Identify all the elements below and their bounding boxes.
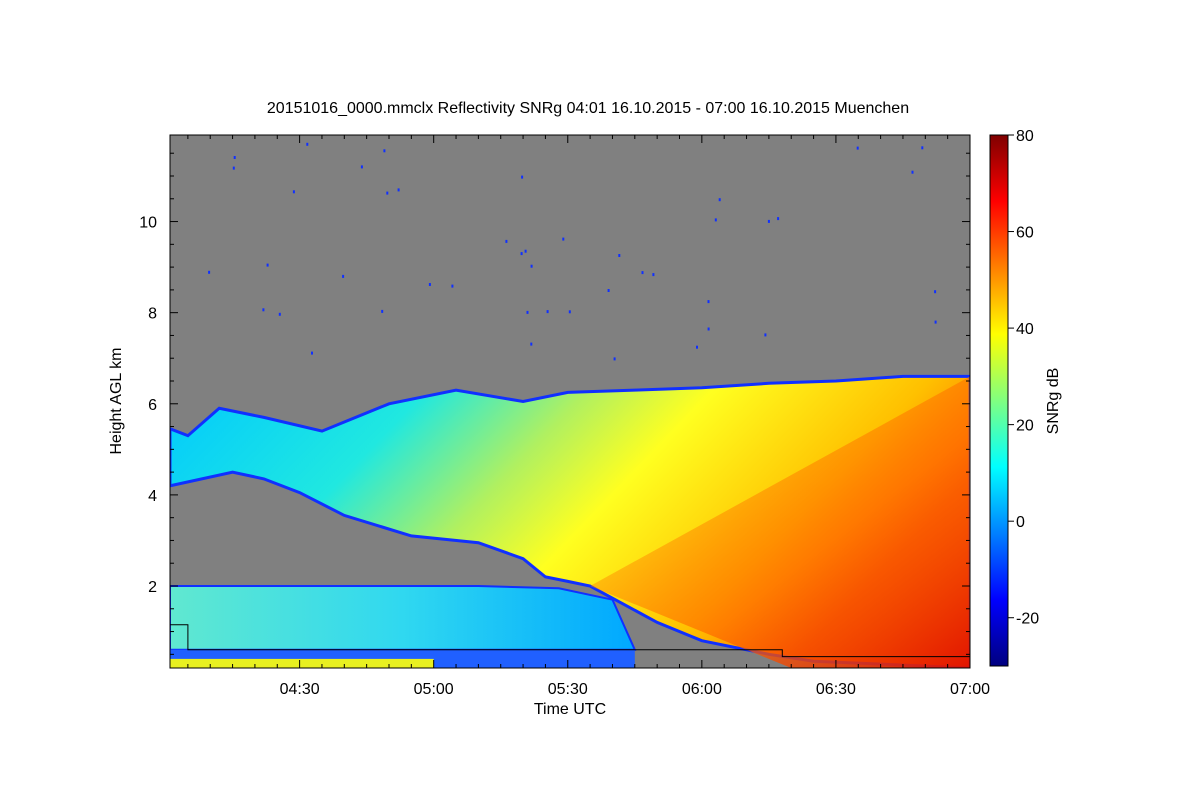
noise-speckle	[381, 309, 384, 313]
noise-speckle	[714, 218, 717, 222]
x-tick-label: 06:30	[816, 681, 856, 698]
colorbar-ticks: -20 0 20 40 60 80	[1008, 128, 1039, 628]
noise-speckle	[696, 345, 698, 349]
noise-speckle	[530, 264, 533, 268]
noise-speckle	[278, 312, 281, 316]
near-ground-echo-strong	[170, 658, 434, 668]
x-tick-label: 05:00	[414, 681, 454, 698]
y-tick-label: 6	[148, 397, 157, 414]
noise-speckle	[383, 149, 386, 153]
y-tick-label: 10	[139, 215, 157, 232]
noise-speckle	[505, 239, 508, 243]
noise-speckle	[262, 308, 265, 312]
noise-speckle	[767, 219, 770, 223]
noise-speckle	[526, 310, 529, 314]
colorbar-tick-label: 0	[1016, 514, 1025, 531]
colorbar-gradient	[989, 134, 1009, 667]
noise-speckle	[764, 333, 767, 337]
noise-speckle	[530, 342, 533, 346]
noise-speckle	[562, 237, 565, 241]
noise-speckle	[641, 271, 644, 275]
noise-speckle	[397, 188, 400, 192]
noise-speckle	[707, 327, 710, 331]
noise-speckle	[652, 273, 655, 277]
y-tick-label: 8	[148, 306, 157, 323]
noise-speckle	[911, 170, 914, 174]
y-tick-label: 4	[148, 488, 157, 505]
mode-boundary-line	[170, 624, 970, 658]
noise-speckle	[208, 270, 211, 274]
colorbar-tick-label: 20	[1016, 418, 1034, 435]
noise-speckle	[607, 289, 610, 292]
colorbar-tick-label: 80	[1016, 128, 1034, 145]
y-tick-label: 2	[148, 579, 157, 596]
y-axis-label: Height AGL km	[108, 347, 125, 454]
colorbar-tick-label: 60	[1016, 225, 1034, 242]
noise-speckle	[613, 357, 616, 361]
noise-speckle	[618, 254, 621, 257]
colorbar-tick-label: -20	[1016, 611, 1039, 628]
plot-area	[170, 135, 970, 668]
x-tick-label: 07:00	[950, 681, 990, 698]
noise-speckle	[521, 175, 524, 179]
plot-frame	[169, 134, 971, 669]
echo-layer	[170, 142, 970, 668]
noise-speckle	[934, 320, 937, 324]
noise-speckle	[934, 290, 937, 294]
noise-speckle	[568, 310, 571, 314]
colorbar-tick-label: 40	[1016, 321, 1034, 338]
colorbar-label: SNRg dB	[1045, 368, 1062, 435]
noise-speckle	[386, 191, 389, 195]
noise-speckle	[451, 284, 454, 288]
colorbar: -20 0 20 40 60 80 SNRg dB	[989, 128, 1062, 667]
noise-speckle	[266, 263, 269, 267]
noise-speckle	[520, 252, 523, 256]
noise-speckle	[311, 351, 313, 355]
noise-speckle	[292, 190, 295, 194]
noise-speckle	[232, 166, 235, 170]
x-tick-label: 04:30	[280, 681, 320, 698]
noise-speckle	[921, 146, 924, 150]
noise-speckle	[428, 283, 431, 286]
precipitation-core	[590, 376, 970, 668]
noise-speckle	[777, 217, 780, 221]
x-tick-label: 05:30	[548, 681, 588, 698]
noise-speckle	[524, 249, 527, 253]
chart-title: 20151016_0000.mmclx Reflectivity SNRg 04…	[267, 100, 909, 117]
noise-speckle	[718, 198, 721, 202]
noise-speckle	[546, 310, 549, 314]
x-tick-label: 06:00	[682, 681, 722, 698]
boundary-layer-echo	[170, 585, 637, 651]
noise-speckle	[856, 146, 859, 150]
noise-speckle	[306, 142, 309, 146]
y-axis: 2 4 6 8 10	[139, 152, 970, 655]
noise-speckle	[707, 300, 710, 304]
x-axis-label: Time UTC	[534, 701, 606, 718]
x-axis: 04:30 05:00 05:30 06:00 06:30 07:00	[187, 135, 990, 698]
noise-speckle	[233, 156, 236, 159]
noise-speckle	[360, 165, 363, 169]
noise-speckle	[342, 274, 345, 278]
